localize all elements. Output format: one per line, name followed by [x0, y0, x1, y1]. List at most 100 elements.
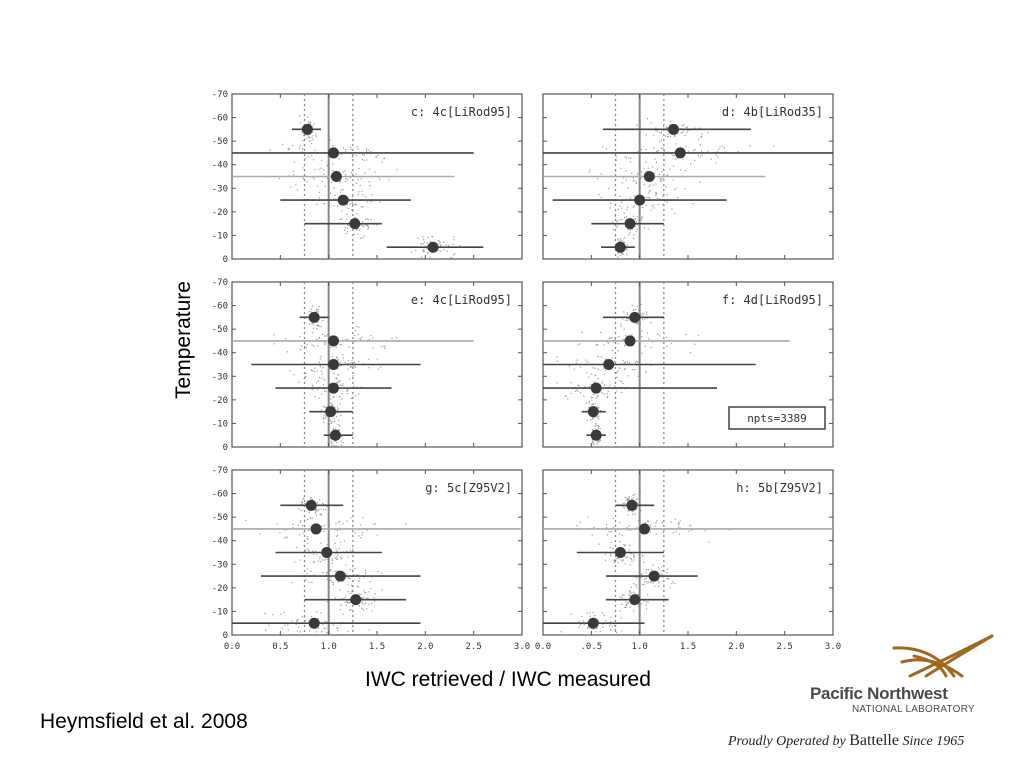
- scatter-point: [673, 154, 675, 157]
- scatter-point: [335, 445, 337, 447]
- scatter-point: [595, 344, 597, 346]
- scatter-point: [640, 177, 642, 179]
- scatter-point: [622, 253, 624, 255]
- scatter-point: [316, 631, 318, 633]
- scatter-point: [645, 577, 647, 579]
- scatter-point: [330, 570, 332, 572]
- scatter-point: [684, 188, 686, 190]
- data-marker: [624, 335, 636, 347]
- scatter-point: [576, 525, 578, 527]
- scatter-point: [650, 364, 652, 366]
- scatter-point: [300, 509, 302, 512]
- scatter-point: [622, 559, 624, 561]
- scatter-point: [589, 169, 591, 171]
- scatter-point: [633, 583, 635, 585]
- scatter-point: [322, 367, 324, 369]
- scatter-point: [316, 554, 318, 556]
- scatter-point: [347, 591, 349, 593]
- scatter-point: [318, 499, 321, 501]
- scatter-point: [661, 570, 663, 572]
- scatter-point: [602, 623, 604, 625]
- scatter-point: [656, 520, 658, 522]
- scatter-point: [321, 377, 323, 379]
- scatter-point: [597, 368, 599, 370]
- scatter-point: [647, 601, 649, 603]
- scatter-point: [564, 395, 566, 397]
- scatter-point: [333, 406, 335, 408]
- scatter-point: [304, 345, 306, 347]
- scatter-point: [342, 613, 344, 615]
- scatter-point: [317, 345, 319, 347]
- scatter-point: [583, 623, 585, 626]
- y-tick-label: -30: [212, 184, 228, 194]
- scatter-point: [629, 590, 631, 592]
- scatter-point: [306, 181, 308, 183]
- scatter-point: [344, 601, 346, 603]
- scatter-point: [660, 147, 663, 149]
- scatter-point: [319, 366, 322, 368]
- scatter-point: [368, 358, 370, 360]
- scatter-point: [342, 523, 344, 525]
- scatter-point: [329, 139, 331, 141]
- scatter-point: [343, 540, 345, 542]
- scatter-point: [320, 525, 323, 527]
- scatter-point: [632, 177, 634, 179]
- scatter-point: [368, 629, 370, 631]
- scatter-point: [630, 553, 632, 555]
- scatter-point: [672, 532, 674, 534]
- scatter-point: [589, 385, 591, 388]
- scatter-point: [654, 585, 656, 587]
- scatter-point: [666, 174, 669, 176]
- scatter-point: [632, 499, 634, 501]
- scatter-point: [692, 203, 694, 205]
- y-tick-label: -20: [212, 208, 228, 218]
- scatter-point: [689, 524, 691, 526]
- scatter-point: [588, 376, 590, 378]
- scatter-point: [344, 229, 346, 232]
- scatter-point: [350, 397, 352, 400]
- scatter-point: [610, 555, 612, 557]
- scatter-point: [311, 125, 313, 127]
- scatter-point: [309, 124, 311, 126]
- y-tick-label: -30: [212, 372, 228, 382]
- y-tick-label: -60: [212, 114, 228, 124]
- scatter-point: [309, 121, 311, 123]
- scatter-point: [349, 592, 351, 594]
- scatter-point: [332, 169, 334, 171]
- scatter-point: [350, 361, 352, 364]
- scatter-point: [438, 250, 440, 252]
- scatter-point: [614, 562, 616, 564]
- scatter-point: [573, 368, 575, 370]
- scatter-point: [617, 562, 619, 564]
- scatter-point: [604, 559, 607, 562]
- scatter-point: [597, 356, 599, 358]
- scatter-point: [644, 581, 646, 583]
- scatter-point: [304, 503, 307, 505]
- scatter-point: [655, 191, 657, 194]
- scatter-point: [624, 216, 626, 218]
- scatter-point: [596, 628, 598, 630]
- scatter-point: [632, 215, 635, 217]
- x-tick-label: 2.5: [777, 642, 793, 652]
- scatter-point: [314, 508, 317, 510]
- scatter-point: [596, 443, 598, 445]
- scatter-point: [632, 553, 635, 555]
- scatter-point: [284, 529, 286, 531]
- y-tick-label: -60: [212, 490, 228, 500]
- scatter-point: [311, 344, 313, 346]
- y-tick-label: -40: [212, 537, 228, 547]
- scatter-point: [672, 154, 674, 156]
- scatter-point: [629, 592, 631, 594]
- scatter-point: [342, 385, 344, 387]
- scatter-point: [341, 210, 343, 212]
- x-tick-label: 2.5: [466, 642, 482, 652]
- scatter-point: [651, 569, 653, 571]
- scatter-point: [602, 146, 604, 148]
- scatter-point: [323, 417, 325, 419]
- scatter-point: [570, 613, 572, 615]
- scatter-point: [723, 147, 725, 149]
- scatter-point: [556, 382, 558, 384]
- scatter-point: [623, 241, 625, 243]
- scatter-point: [597, 178, 599, 180]
- scatter-point: [568, 365, 570, 367]
